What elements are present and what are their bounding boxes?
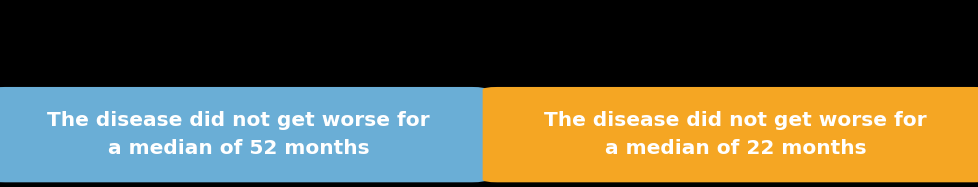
FancyBboxPatch shape [0,87,486,182]
Text: The disease did not get worse for
a median of 22 months: The disease did not get worse for a medi… [544,111,926,158]
FancyBboxPatch shape [482,87,978,182]
Text: The disease did not get worse for
a median of 52 months: The disease did not get worse for a medi… [47,111,429,158]
